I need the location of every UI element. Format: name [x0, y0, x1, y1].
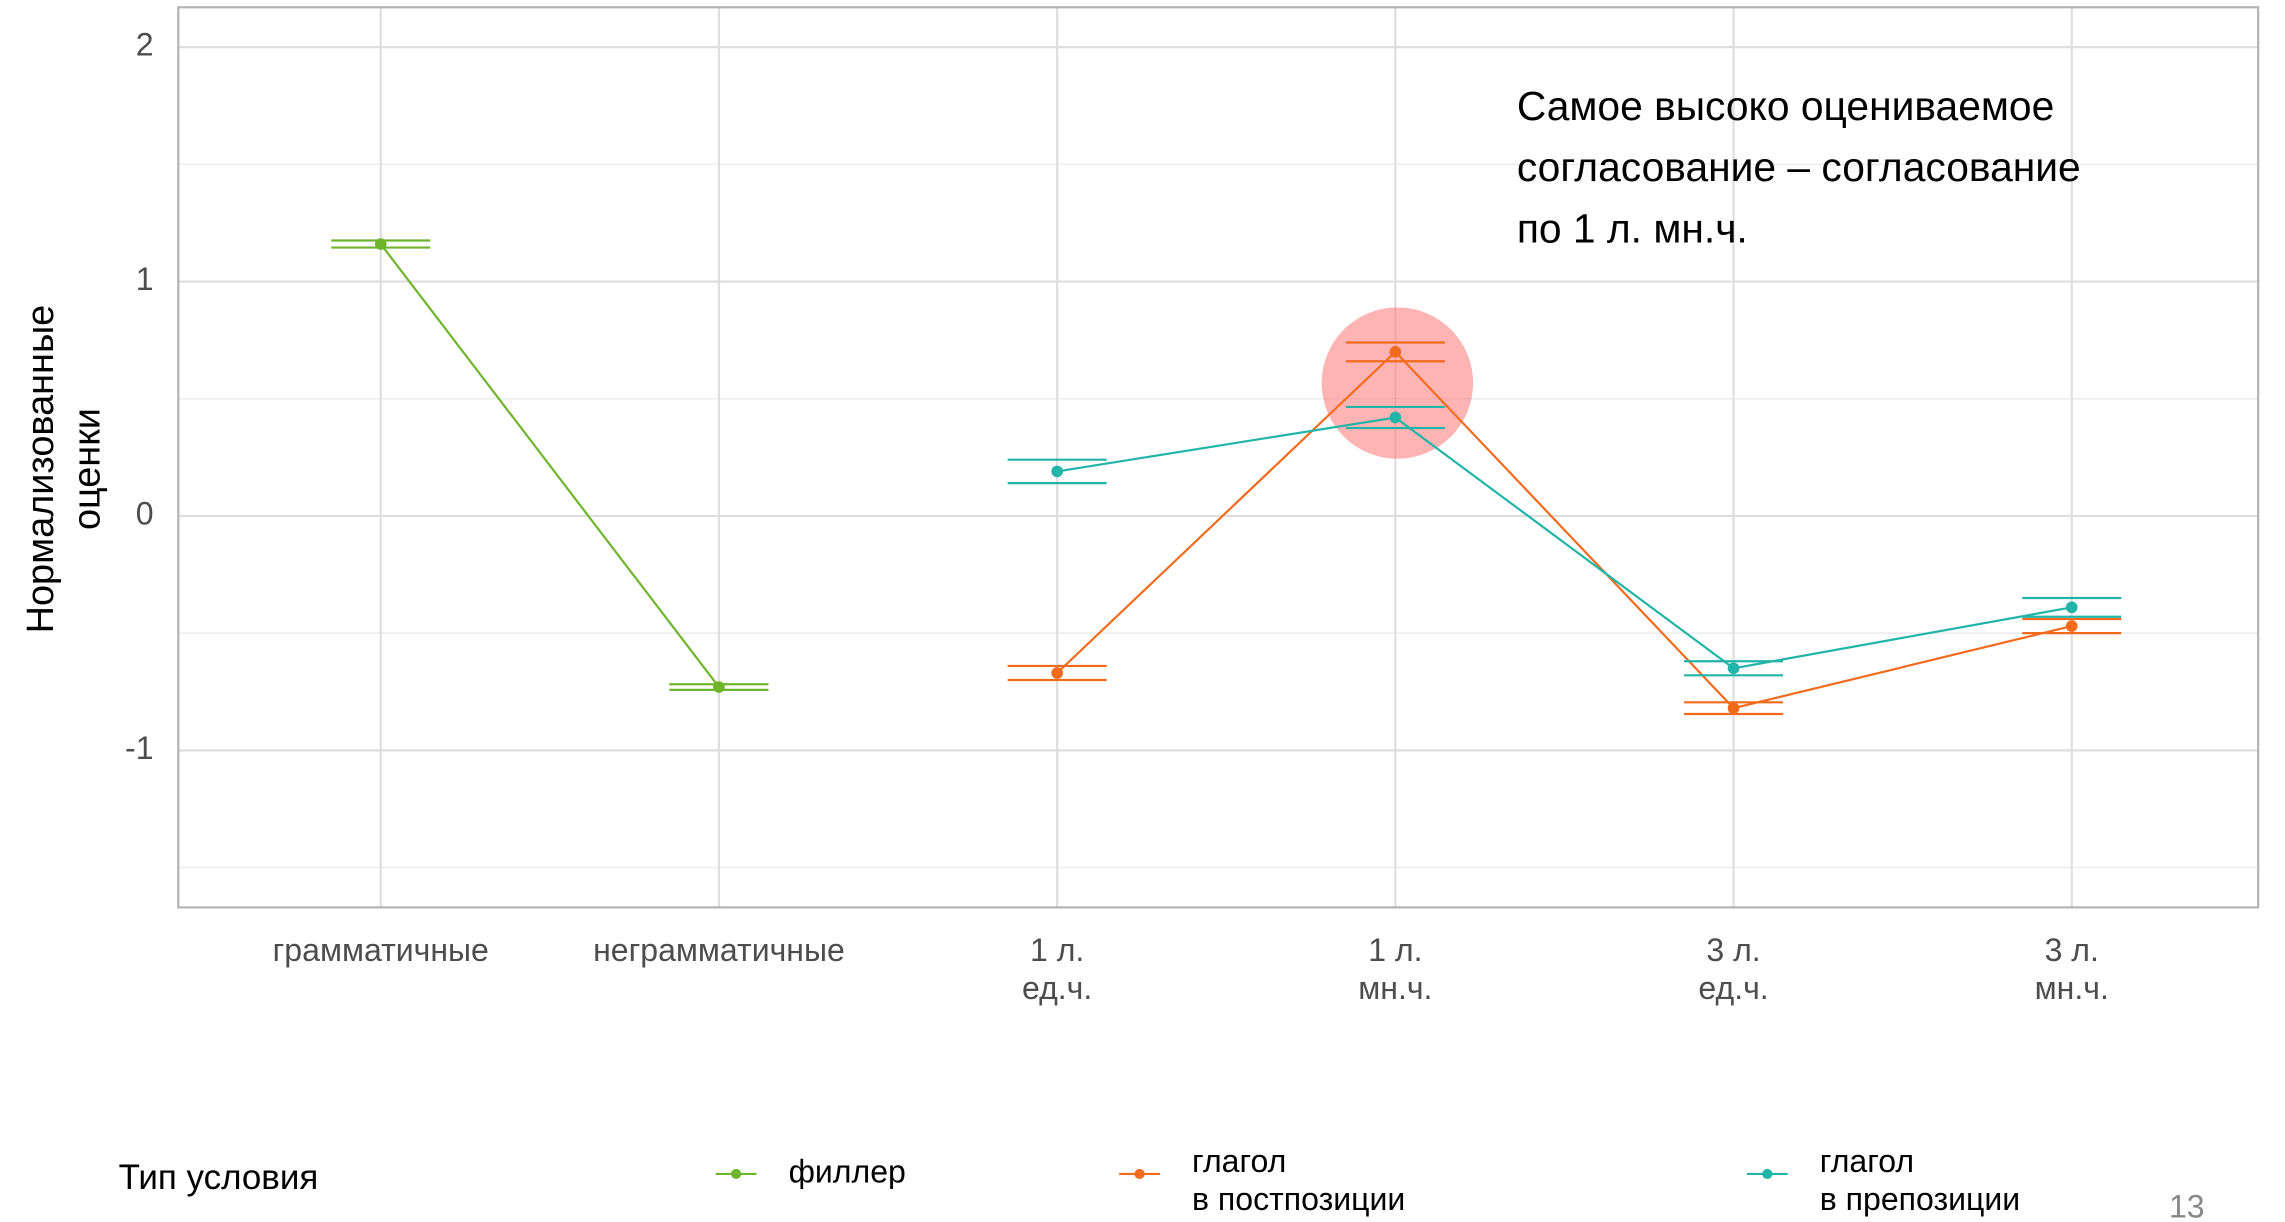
legend-key-point — [731, 1168, 742, 1180]
x-tick-label: мн.ч. — [2035, 970, 2109, 1006]
point — [713, 681, 725, 693]
legend-title: Тип условия — [119, 1158, 319, 1197]
page-number: 13 — [2169, 1188, 2205, 1222]
point — [1727, 702, 1740, 714]
y-tick-label: 1 — [136, 261, 154, 297]
legend-key-point — [1762, 1168, 1773, 1180]
x-tick-label: 3 л. — [2045, 932, 2099, 968]
plot-border — [177, 6, 2260, 909]
annotation: согласование – согласование — [1517, 144, 2081, 190]
point — [1051, 465, 1063, 478]
point — [1051, 667, 1063, 679]
x-tick-label: 1 л. — [1368, 932, 1422, 968]
y-axis-label: Нормализованные — [20, 305, 62, 634]
y-tick-label: -1 — [125, 730, 153, 766]
y-tick-label: 2 — [136, 27, 154, 63]
point — [1389, 346, 1402, 358]
legend-label: в препозиции — [1820, 1181, 2020, 1217]
x-tick-label: 1 л. — [1030, 932, 1084, 968]
point — [1727, 662, 1740, 675]
legend-label: глагол — [1192, 1143, 1286, 1179]
point — [374, 238, 387, 250]
x-tick-label: ед.ч. — [1022, 970, 1092, 1006]
series-line — [379, 243, 720, 688]
x-tick-label: мн.ч. — [1358, 970, 1432, 1006]
legend-key-point — [1134, 1168, 1145, 1180]
legend-label: в постпозиции — [1192, 1181, 1405, 1217]
point — [1389, 411, 1402, 424]
series-line — [1056, 350, 2073, 710]
series-line — [1056, 416, 2072, 670]
x-tick-label: ед.ч. — [1698, 970, 1768, 1006]
x-tick-label: грамматичные — [273, 932, 489, 968]
highlight-circle — [1321, 307, 1474, 459]
legend-item: филлер — [715, 1153, 906, 1189]
annotation: по 1 л. мн.ч. — [1517, 205, 1748, 251]
point — [2065, 620, 2078, 632]
x-tick-label: 3 л. — [1706, 932, 1760, 968]
x-tick-label: неграмматичные — [593, 932, 845, 968]
legend-label: филлер — [789, 1153, 906, 1189]
legend-label: глагол — [1820, 1143, 1914, 1179]
annotation: Самое высоко оцениваемое — [1517, 83, 2054, 129]
y-tick-label: 0 — [136, 495, 154, 531]
y-axis-label: оценки — [66, 408, 108, 530]
point — [2065, 601, 2078, 614]
